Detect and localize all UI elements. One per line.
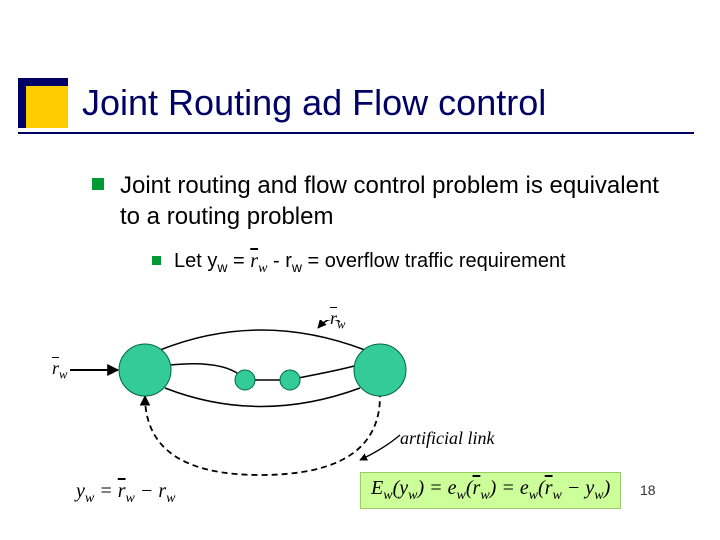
title-underline [18,132,694,134]
network-diagram [50,320,470,490]
bullet-icon [92,178,104,190]
artificial-link-label: artificial link [400,428,495,449]
page-number: 18 [640,482,656,498]
slide-title: Joint Routing ad Flow control [82,82,546,124]
bullet-text-1: Joint routing and flow control problem i… [120,170,680,232]
bullet-text-2: Let yw = rw - rw = overflow traffic requ… [174,248,654,278]
ew-equation-box: Ew(yw) = ew(rw) = ew(rw − yw) [360,472,621,509]
yw-equation: yw = rw − rw [76,480,176,507]
bullet-icon [152,256,161,265]
title-decoration [18,78,72,132]
